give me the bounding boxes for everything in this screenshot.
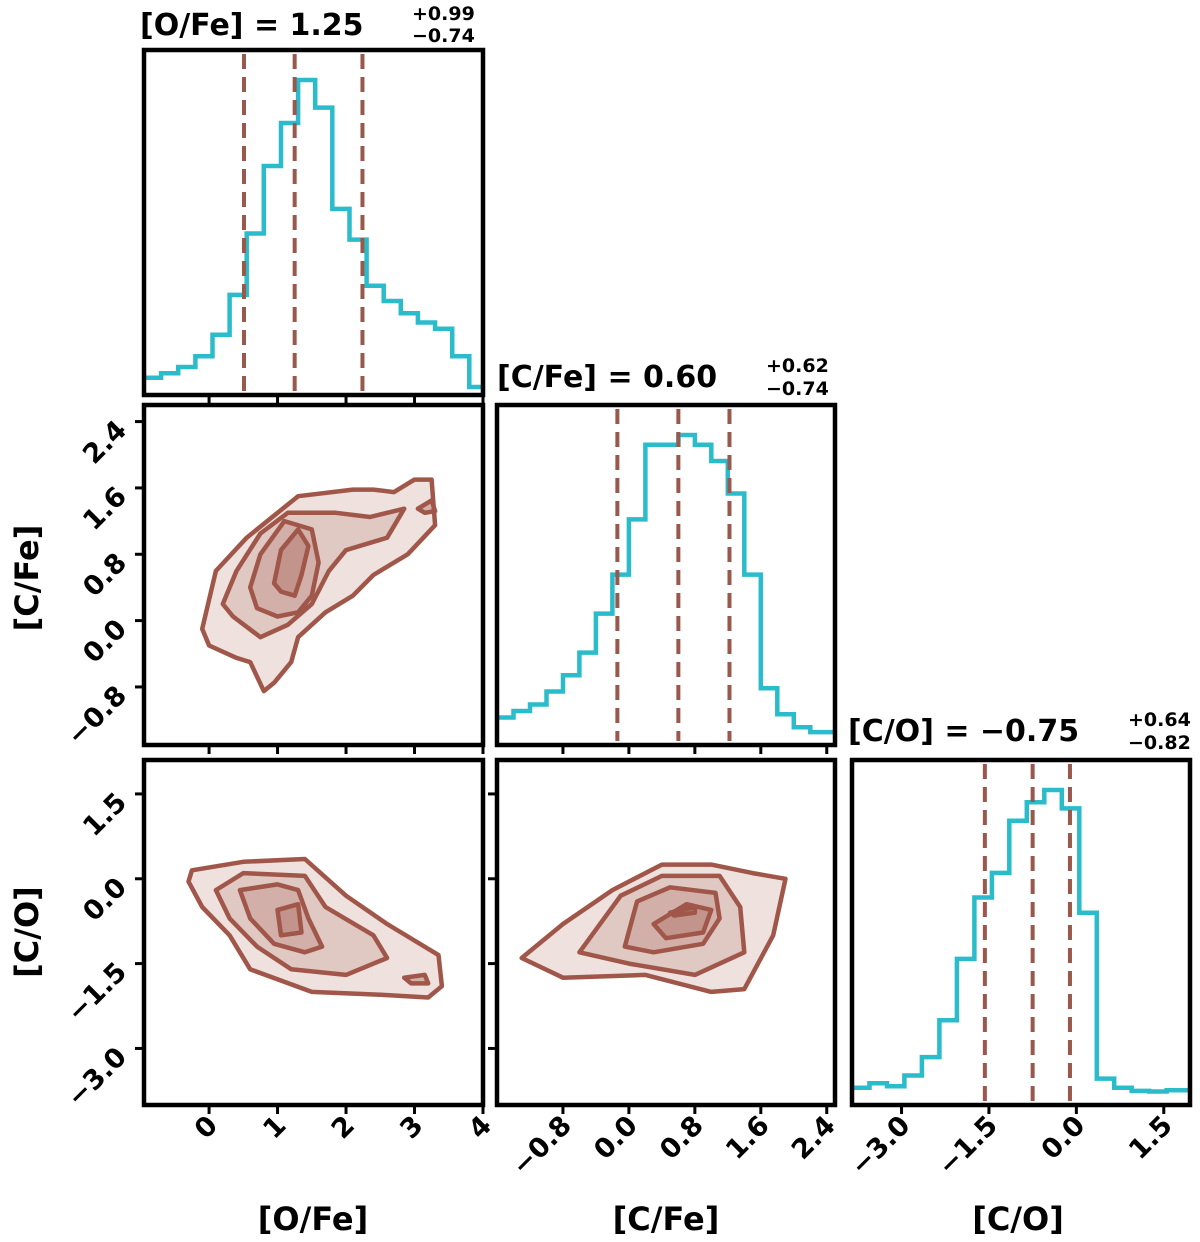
panel-frame xyxy=(849,757,1193,1108)
title-ofe-main: [O/Fe] = 1.25 xyxy=(140,8,364,43)
co-vs-ofe-contour-panel xyxy=(141,757,486,1108)
contour-level-3 xyxy=(622,885,722,955)
contour-level-4 xyxy=(271,527,311,598)
title-ofe-sup: +0.99 xyxy=(412,3,475,25)
x-tick-label: −3.0 xyxy=(845,1110,917,1182)
title-ofe: [O/Fe] = 1.25 xyxy=(140,8,364,43)
title-cfe-sup: +0.62 xyxy=(766,355,829,377)
y-tick-label: −3.0 xyxy=(61,1041,133,1113)
co-histogram-panel xyxy=(849,757,1193,1108)
histogram-step-line xyxy=(497,432,835,735)
title-co-sup: +0.64 xyxy=(1128,709,1191,731)
ofe-histogram-panel xyxy=(141,47,486,398)
title-cfe: [C/Fe] = 0.60 xyxy=(497,360,717,395)
y-tick-label: 2.4 xyxy=(77,415,133,471)
panel-frame xyxy=(141,47,486,398)
panel-frame xyxy=(494,757,838,1108)
x-tick-label: 0.0 xyxy=(1036,1110,1092,1166)
co-vs-cfe-contour-panel xyxy=(494,757,838,1108)
contour-level-4 xyxy=(275,901,304,938)
title-co: [C/O] = −0.75 xyxy=(848,714,1079,749)
x-tick-label: 2.4 xyxy=(786,1110,842,1166)
title-co-sub: −0.82 xyxy=(1128,732,1191,754)
x-tick-label: 1.6 xyxy=(720,1110,776,1166)
ylabel-co: [C/O] xyxy=(8,886,46,978)
y-tick-label: −0.8 xyxy=(61,680,133,752)
contour-level-3 xyxy=(247,518,321,619)
x-tick-label: 4 xyxy=(463,1110,498,1145)
x-tick-label: 0 xyxy=(189,1110,224,1145)
histogram-step-line xyxy=(852,787,1190,1094)
contour-level-5 xyxy=(401,972,431,986)
cfe-histogram-panel xyxy=(494,402,838,748)
title-cfe-sub: −0.74 xyxy=(766,378,829,400)
panel-frame xyxy=(141,757,486,1108)
ylabel-cfe: [C/Fe] xyxy=(8,525,46,632)
x-tick-label: −1.5 xyxy=(932,1110,1004,1182)
axis-ticks: 0 1 2 3 4 −0.8 0.0 0.8 1.6 2.4 −3.0 −1.5 0.0 1.52.41.… xyxy=(61,395,1179,1182)
title-ofe-sub: −0.74 xyxy=(412,25,475,47)
panel-frame xyxy=(141,402,486,748)
xlabel-cfe: [C/Fe] xyxy=(613,1200,720,1238)
contour-level-5 xyxy=(415,498,438,516)
x-tick-label: 0.8 xyxy=(654,1110,710,1166)
title-co-main: [C/O] = −0.75 xyxy=(848,714,1079,749)
x-tick-label: 3 xyxy=(394,1110,429,1145)
y-tick-label: 1.6 xyxy=(77,481,133,537)
title-cfe-main: [C/Fe] = 0.60 xyxy=(497,360,717,395)
x-tick-label: 2 xyxy=(326,1110,361,1145)
y-tick-label: 0.8 xyxy=(77,547,133,603)
y-tick-label: −1.5 xyxy=(61,957,133,1029)
xlabel-ofe: [O/Fe] xyxy=(258,1200,368,1238)
y-tick-label: 1.5 xyxy=(77,787,133,843)
x-tick-label: 1.5 xyxy=(1123,1110,1179,1166)
y-tick-label: 0.0 xyxy=(77,872,133,928)
xlabel-co: [C/O] xyxy=(972,1200,1064,1238)
panel-frame xyxy=(494,402,838,748)
contour-level-5 xyxy=(667,904,698,918)
x-tick-label: 1 xyxy=(257,1110,292,1145)
y-tick-label: 0.0 xyxy=(77,614,133,670)
contour-level-1 xyxy=(519,862,788,995)
x-tick-label: −0.8 xyxy=(506,1110,578,1182)
cfe-vs-ofe-contour-panel xyxy=(141,402,486,748)
contour-level-2 xyxy=(577,873,747,978)
contour-level-3 xyxy=(237,882,325,955)
histogram-step-line xyxy=(144,77,483,390)
x-tick-label: 0.0 xyxy=(588,1110,644,1166)
